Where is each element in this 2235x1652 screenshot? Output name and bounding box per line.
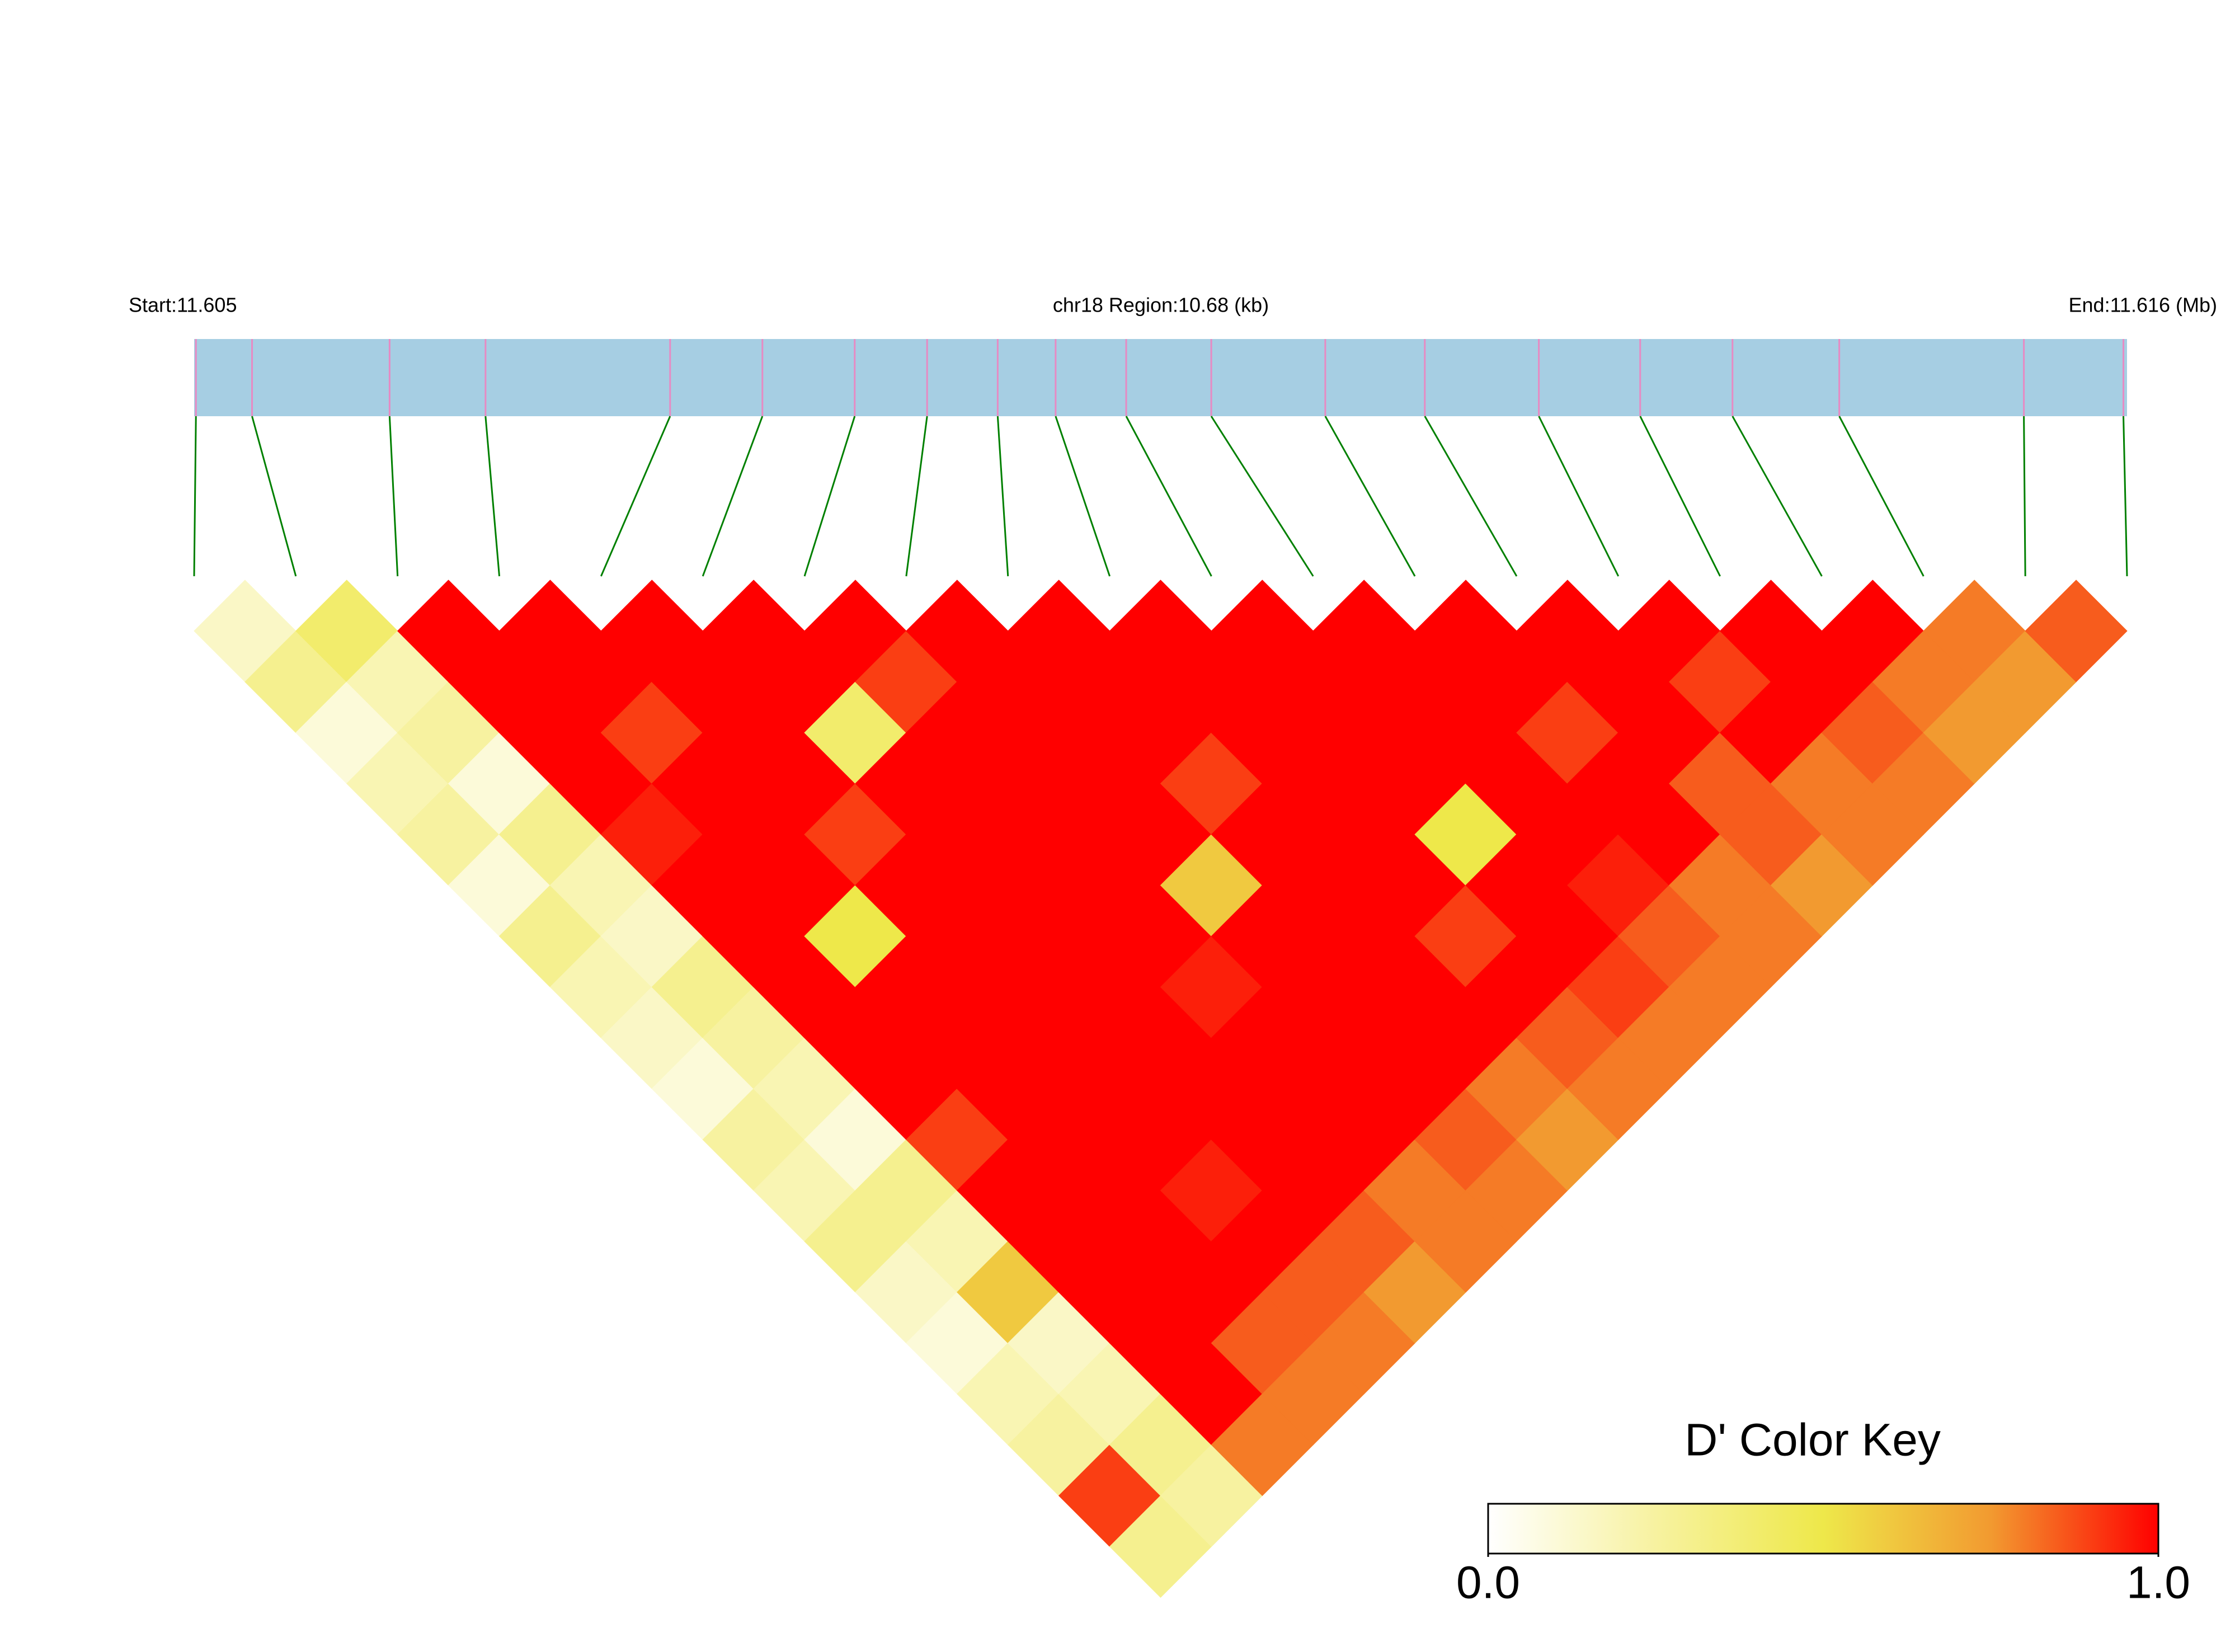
key-tick-label: 1.0 <box>2126 1557 2190 1608</box>
start-label: Start:11.605 <box>129 294 237 317</box>
snp-connector <box>1731 416 1823 577</box>
snp-connector <box>1838 416 1925 577</box>
snp-connector <box>1125 416 1212 577</box>
snp-connector <box>996 416 1009 577</box>
snp-connector <box>1424 416 1518 577</box>
region-bar <box>194 339 2127 416</box>
legend-title: D' Color Key <box>1685 1415 1941 1466</box>
snp-connector <box>2023 416 2026 577</box>
snp-connector <box>1055 416 1111 577</box>
color-key <box>1487 1503 2159 1555</box>
snp-connector <box>1538 416 1620 577</box>
snp-connector <box>905 416 928 577</box>
snp-connector <box>1210 416 1314 577</box>
snp-connector <box>1324 416 1416 577</box>
snp-connector <box>803 416 856 577</box>
chart-title: chr18 Region:10.68 (kb) <box>1053 294 1269 317</box>
snp-connector <box>600 416 671 577</box>
snp-connector <box>1639 416 1721 577</box>
key-tick-label: 0.0 <box>1456 1557 1520 1608</box>
snp-connector <box>484 416 501 577</box>
snp-connector <box>388 416 399 577</box>
ld-cell <box>2025 580 2128 683</box>
end-label: End:11.616 (Mb) <box>2069 294 2217 317</box>
snp-connector <box>193 416 197 577</box>
snp-connector <box>702 416 764 577</box>
snp-connector <box>251 416 297 577</box>
snp-connector <box>2123 416 2128 577</box>
